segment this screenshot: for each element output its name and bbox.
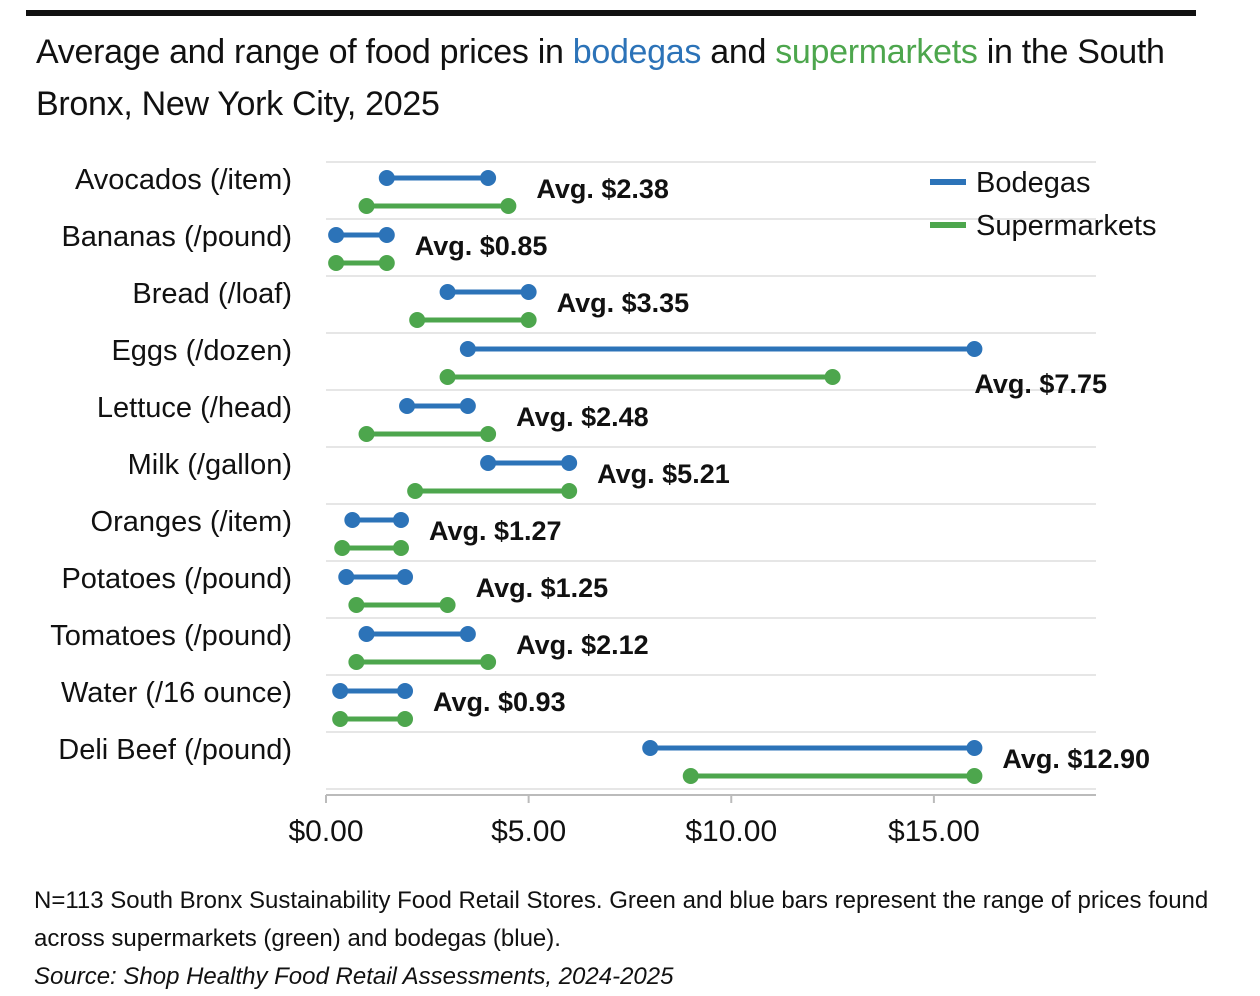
range-min-point: [358, 626, 375, 642]
range-max-point: [966, 768, 983, 784]
category-label: Water (/16 ounce): [61, 677, 292, 709]
title-part-1: Average and range of food prices in: [36, 33, 573, 71]
title-bodegas: bodegas: [572, 33, 702, 71]
dumbbell-chart: Avocados (/item) Bananas (/pound) Bread (/…: [50, 161, 1157, 848]
range-min-point: [358, 198, 375, 214]
range-max-point: [397, 569, 414, 585]
x-axis: $0.00 $5.00 $10.00 $15.00: [288, 794, 1096, 848]
range-max-point: [480, 170, 497, 186]
footer-source: Source: Shop Healthy Food Retail Assessm…: [34, 963, 674, 990]
average-label: Avg. $5.21: [597, 459, 730, 489]
range-max-point: [824, 369, 841, 385]
average-label: Avg. $2.12: [516, 630, 649, 660]
range-max-point: [500, 198, 517, 214]
category-labels: Avocados (/item) Bananas (/pound) Bread (/…: [50, 164, 292, 766]
x-tick-label: $0.00: [288, 815, 363, 848]
category-label: Deli Beef (/pound): [58, 734, 292, 766]
legend-label: Supermarkets: [976, 210, 1157, 242]
average-labels: Avg. $2.38 Avg. $0.85 Avg. $3.35 Avg. $7.75…: [415, 174, 1150, 774]
category-label: Oranges (/item): [91, 506, 292, 538]
footer-note: N=113 South Bronx Sustainability Food Re…: [34, 887, 1209, 952]
x-tick-label: $5.00: [491, 815, 566, 848]
average-label: Avg. $1.27: [429, 516, 562, 546]
range-min-point: [338, 569, 355, 585]
average-label: Avg. $2.38: [536, 174, 669, 204]
average-label: Avg. $0.85: [415, 231, 548, 261]
range-min-point: [348, 654, 365, 670]
average-label: Avg. $1.25: [476, 573, 609, 603]
range-min-point: [682, 768, 699, 784]
title-supermarkets: supermarkets: [775, 33, 978, 71]
range-min-point: [328, 227, 345, 243]
gridlines: [326, 161, 1096, 790]
legend: Bodegas Supermarkets: [930, 167, 1157, 242]
range-max-point: [378, 255, 395, 271]
range-max-point: [397, 683, 414, 699]
range-min-point: [332, 683, 349, 699]
range-max-point: [966, 341, 983, 357]
x-tick-label: $15.00: [888, 815, 980, 848]
range-min-point: [358, 426, 375, 442]
footer: N=113 South Bronx Sustainability Food Re…: [34, 882, 1234, 996]
range-min-point: [439, 284, 456, 300]
average-label: Avg. $0.93: [433, 687, 566, 717]
category-label: Eggs (/dozen): [111, 335, 292, 367]
range-min-point: [642, 740, 659, 756]
title-part-3: in the South Bronx, New York City, 2025: [36, 33, 1165, 123]
range-min-point: [332, 711, 349, 727]
range-min-point: [459, 341, 476, 357]
legend-label: Bodegas: [976, 167, 1091, 199]
category-label: Lettuce (/head): [97, 392, 292, 424]
range-max-point: [966, 740, 983, 756]
range-max-point: [459, 398, 476, 414]
range-min-point: [344, 512, 361, 528]
range-max-point: [561, 455, 578, 471]
range-max-point: [459, 626, 476, 642]
range-max-point: [561, 483, 578, 499]
range-min-point: [348, 597, 365, 613]
category-label: Tomatoes (/pound): [50, 620, 292, 652]
range-max-point: [520, 312, 537, 328]
title-part-2: and: [701, 33, 776, 71]
range-max-point: [392, 512, 409, 528]
range-max-point: [397, 711, 414, 727]
average-label: Avg. $12.90: [1002, 744, 1150, 774]
average-label: Avg. $7.75: [974, 369, 1107, 399]
category-label: Potatoes (/pound): [61, 563, 292, 595]
top-rule: [26, 10, 1196, 16]
range-min-point: [378, 170, 395, 186]
range-max-point: [520, 284, 537, 300]
average-label: Avg. $2.48: [516, 402, 649, 432]
range-max-point: [378, 227, 395, 243]
series-marks: [328, 170, 983, 784]
range-max-point: [439, 597, 456, 613]
category-label: Bread (/loaf): [132, 278, 292, 310]
range-min-point: [480, 455, 497, 471]
category-label: Milk (/gallon): [128, 449, 292, 481]
category-label: Avocados (/item): [75, 164, 292, 196]
range-max-point: [480, 426, 497, 442]
range-min-point: [399, 398, 416, 414]
range-min-point: [439, 369, 456, 385]
range-min-point: [407, 483, 424, 499]
category-label: Bananas (/pound): [61, 221, 292, 253]
x-tick-label: $10.00: [685, 815, 777, 848]
range-max-point: [392, 540, 409, 556]
average-label: Avg. $3.35: [557, 288, 690, 318]
range-max-point: [480, 654, 497, 670]
range-min-point: [334, 540, 351, 556]
range-min-point: [328, 255, 345, 271]
range-min-point: [409, 312, 426, 328]
chart-title: Average and range of food prices in bode…: [36, 26, 1226, 130]
